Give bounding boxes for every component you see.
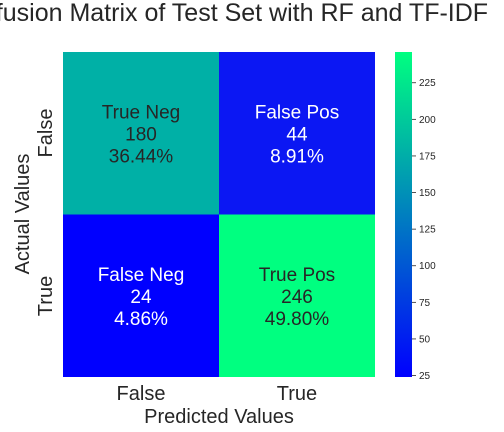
x-axis-label: Predicted Values — [144, 406, 294, 428]
colorbar-ticks: 25 50 75 100 125 150 175 200 225 — [412, 78, 436, 382]
cell-label-false-pos: False Pos — [255, 102, 339, 123]
y-tick-label-false: False — [35, 109, 57, 158]
y-tick-label-true: True — [35, 276, 57, 316]
colorbar-tick-label-175: 175 — [419, 151, 436, 162]
cell-value-true-neg: 180 — [125, 124, 157, 145]
cell-label-true-neg: True Neg — [102, 102, 181, 123]
cell-percent-false-pos: 8.91% — [270, 146, 324, 167]
colorbar-tick-label-200: 200 — [419, 115, 436, 126]
y-axis-label: Actual Values — [12, 154, 34, 275]
cell-value-false-pos: 44 — [286, 124, 308, 145]
chart-title: Confusion Matrix of Test Set with RF and… — [0, 0, 488, 27]
colorbar-tick-label-75: 75 — [419, 298, 431, 309]
heatmap-cell-true-pos — [219, 214, 375, 377]
heatmap-cell-false-neg — [63, 214, 219, 377]
cell-percent-true-pos: 49.80% — [265, 309, 330, 330]
cell-percent-true-neg: 36.44% — [109, 146, 174, 167]
cell-value-true-pos: 246 — [281, 287, 313, 308]
x-tick-label-false: False — [117, 383, 166, 405]
cell-label-true-pos: True Pos — [259, 265, 335, 286]
colorbar-tick-label-225: 225 — [419, 78, 436, 89]
heatmap-cell-false-pos — [219, 52, 375, 215]
cell-value-false-neg: 24 — [130, 287, 152, 308]
cell-percent-false-neg: 4.86% — [114, 309, 168, 330]
heatmap-cell-true-neg — [63, 52, 219, 215]
cell-label-false-neg: False Neg — [98, 265, 185, 286]
colorbar-tick-label-50: 50 — [419, 334, 431, 345]
colorbar-tick-label-100: 100 — [419, 261, 436, 272]
colorbar-tick-label-150: 150 — [419, 188, 436, 199]
colorbar — [395, 52, 412, 377]
x-tick-label-true: True — [277, 383, 317, 405]
colorbar-tick-label-25: 25 — [419, 371, 431, 382]
colorbar-tick-label-125: 125 — [419, 225, 436, 236]
